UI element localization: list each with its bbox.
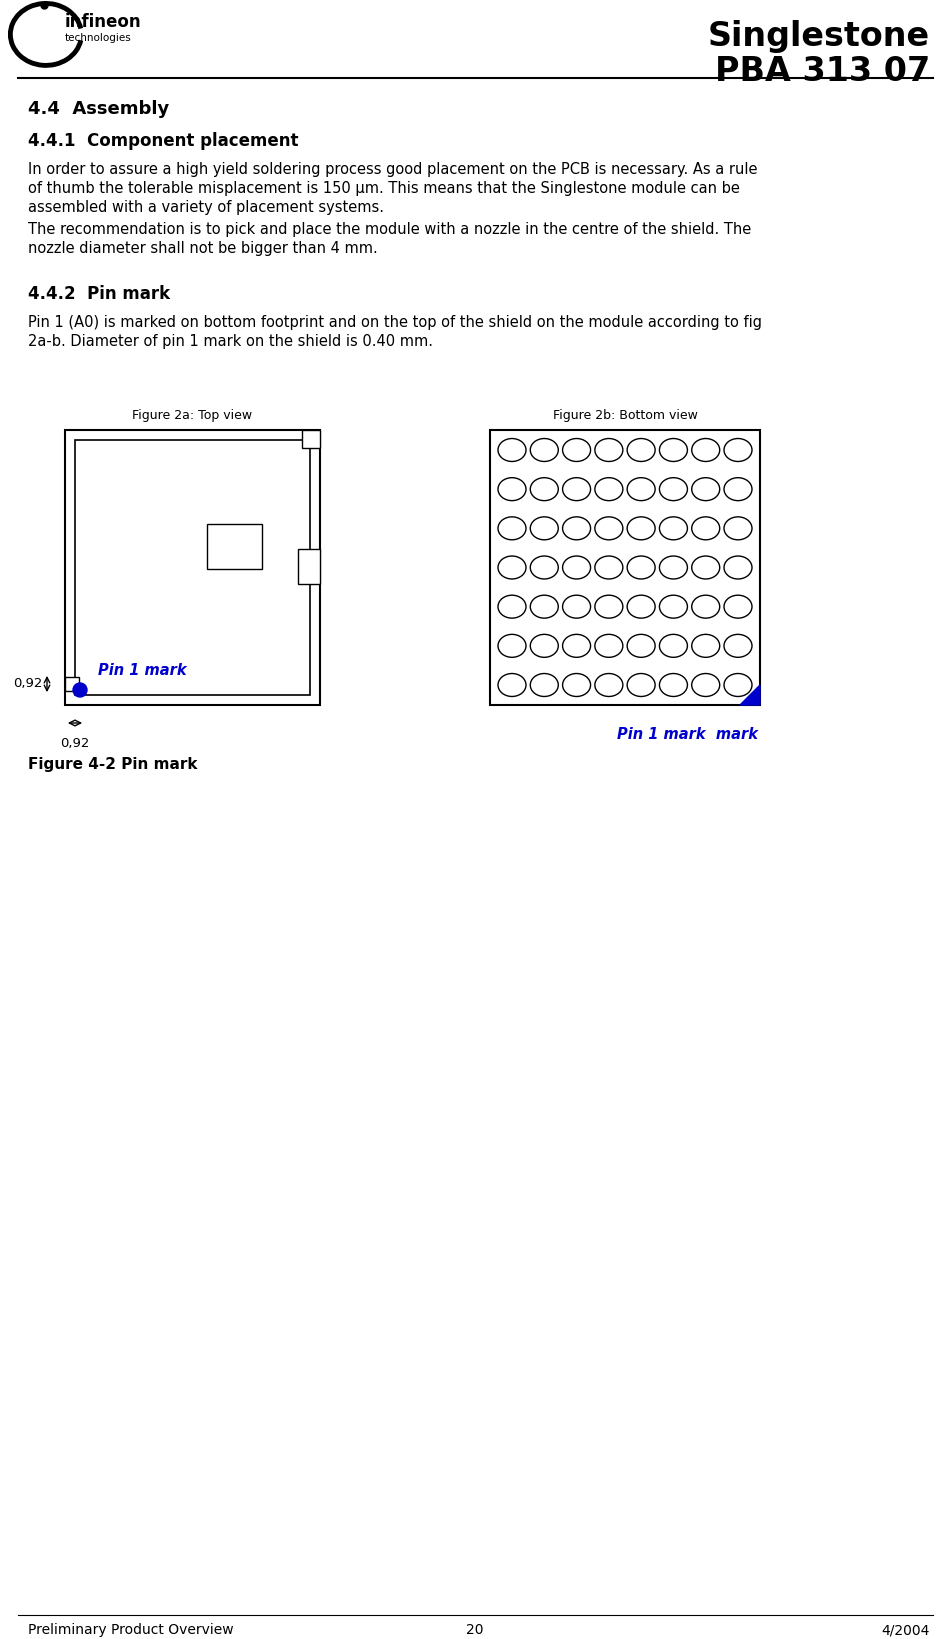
Ellipse shape: [498, 516, 526, 539]
Ellipse shape: [531, 634, 558, 657]
Text: 4.4  Assembly: 4.4 Assembly: [28, 100, 169, 118]
Ellipse shape: [498, 477, 526, 500]
Text: nozzle diameter shall not be bigger than 4 mm.: nozzle diameter shall not be bigger than…: [28, 241, 378, 256]
Text: 4.4.2  Pin mark: 4.4.2 Pin mark: [28, 285, 170, 303]
Ellipse shape: [691, 516, 720, 539]
Ellipse shape: [563, 556, 591, 579]
Ellipse shape: [691, 477, 720, 500]
Polygon shape: [740, 685, 760, 705]
Ellipse shape: [724, 439, 752, 462]
Text: 0,92: 0,92: [13, 677, 43, 690]
Ellipse shape: [595, 556, 623, 579]
Text: of thumb the tolerable misplacement is 150 μm. This means that the Singlestone m: of thumb the tolerable misplacement is 1…: [28, 180, 740, 197]
Ellipse shape: [595, 634, 623, 657]
Bar: [298, 549, 320, 583]
Ellipse shape: [627, 595, 655, 618]
Ellipse shape: [659, 439, 688, 462]
Text: 20: 20: [466, 1623, 484, 1637]
Ellipse shape: [595, 595, 623, 618]
Bar: [207, 524, 262, 569]
Ellipse shape: [659, 674, 688, 697]
Ellipse shape: [724, 674, 752, 697]
Ellipse shape: [531, 516, 558, 539]
Ellipse shape: [659, 556, 688, 579]
Ellipse shape: [595, 439, 623, 462]
Ellipse shape: [563, 439, 591, 462]
Ellipse shape: [627, 634, 655, 657]
Ellipse shape: [659, 516, 688, 539]
Circle shape: [73, 683, 87, 697]
Ellipse shape: [498, 439, 526, 462]
Text: Figure 2b: Bottom view: Figure 2b: Bottom view: [553, 410, 697, 421]
Ellipse shape: [659, 595, 688, 618]
Bar: [65, 429, 320, 705]
Ellipse shape: [563, 516, 591, 539]
Ellipse shape: [724, 477, 752, 500]
Text: 4/2004: 4/2004: [882, 1623, 930, 1637]
Text: Preliminary Product Overview: Preliminary Product Overview: [28, 1623, 234, 1637]
Text: infineon: infineon: [65, 13, 141, 31]
Text: Pin 1 (A0) is marked on bottom footprint and on the top of the shield on the mod: Pin 1 (A0) is marked on bottom footprint…: [28, 315, 762, 329]
Ellipse shape: [627, 556, 655, 579]
Ellipse shape: [498, 634, 526, 657]
Ellipse shape: [724, 634, 752, 657]
Ellipse shape: [724, 556, 752, 579]
Ellipse shape: [531, 439, 558, 462]
Text: 0,92: 0,92: [60, 738, 89, 751]
Ellipse shape: [659, 634, 688, 657]
Text: PBA 313 07: PBA 313 07: [715, 56, 930, 89]
Ellipse shape: [531, 477, 558, 500]
Ellipse shape: [627, 516, 655, 539]
Text: assembled with a variety of placement systems.: assembled with a variety of placement sy…: [28, 200, 384, 215]
Ellipse shape: [627, 439, 655, 462]
Text: 4.4.1  Component placement: 4.4.1 Component placement: [28, 133, 299, 151]
Text: The recommendation is to pick and place the module with a nozzle in the centre o: The recommendation is to pick and place …: [28, 221, 751, 238]
Ellipse shape: [531, 674, 558, 697]
Ellipse shape: [691, 556, 720, 579]
Ellipse shape: [691, 634, 720, 657]
Bar: [75, 439, 310, 695]
Bar: [65, 677, 79, 692]
Ellipse shape: [627, 477, 655, 500]
Ellipse shape: [659, 477, 688, 500]
Ellipse shape: [724, 516, 752, 539]
Ellipse shape: [691, 674, 720, 697]
Text: Figure 4-2 Pin mark: Figure 4-2 Pin mark: [28, 757, 198, 772]
Ellipse shape: [627, 674, 655, 697]
Ellipse shape: [563, 595, 591, 618]
Text: In order to assure a high yield soldering process good placement on the PCB is n: In order to assure a high yield solderin…: [28, 162, 758, 177]
Ellipse shape: [595, 674, 623, 697]
Ellipse shape: [563, 477, 591, 500]
Ellipse shape: [724, 595, 752, 618]
Ellipse shape: [563, 634, 591, 657]
Text: technologies: technologies: [65, 33, 131, 43]
Ellipse shape: [691, 439, 720, 462]
Ellipse shape: [531, 556, 558, 579]
Text: Figure 2a: Top view: Figure 2a: Top view: [132, 410, 253, 421]
Ellipse shape: [498, 556, 526, 579]
Bar: [490, 429, 760, 705]
Ellipse shape: [531, 595, 558, 618]
Ellipse shape: [563, 674, 591, 697]
Ellipse shape: [691, 595, 720, 618]
Ellipse shape: [595, 516, 623, 539]
Text: Pin 1 mark  mark: Pin 1 mark mark: [617, 728, 758, 742]
Ellipse shape: [498, 674, 526, 697]
Text: 2a-b. Diameter of pin 1 mark on the shield is 0.40 mm.: 2a-b. Diameter of pin 1 mark on the shie…: [28, 334, 433, 349]
Ellipse shape: [498, 595, 526, 618]
Bar: [302, 429, 320, 447]
Ellipse shape: [595, 477, 623, 500]
Text: Pin 1 mark: Pin 1 mark: [98, 664, 186, 679]
Text: Singlestone: Singlestone: [708, 20, 930, 52]
